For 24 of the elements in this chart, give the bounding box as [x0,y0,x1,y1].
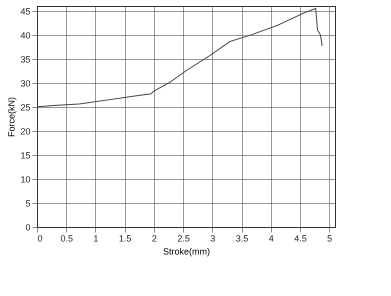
x-tick-label: 5 [327,234,332,244]
y-tick-label: 0 [25,222,30,232]
y-tick-label: 10 [20,174,30,184]
y-tick-label: 35 [20,54,30,64]
y-tick-label: 45 [20,6,30,16]
y-tick-label: 25 [20,102,30,112]
x-tick-label: 2.5 [177,234,190,244]
x-tick-label: 3.5 [236,234,248,244]
x-axis-title: Stroke(mm) [163,246,210,256]
x-tick-label: 1.5 [118,234,132,244]
x-tick-label: 0 [38,234,43,244]
y-tick-label: 15 [20,150,30,160]
x-tick-label: 4 [268,234,274,244]
x-tick-label: 3 [210,234,216,244]
y-axis-title: Force(kN) [6,97,16,137]
x-tick-label: 0.5 [60,234,73,244]
y-tick-label: 20 [20,126,30,136]
x-tick-label: 1 [93,234,98,244]
line-series [36,8,323,108]
x-tick-label: 2 [152,234,157,244]
y-tick-label: 40 [20,30,30,40]
y-tick-label: 5 [25,198,30,208]
x-tick-label: 4.5 [294,234,307,244]
y-tick-label: 30 [20,78,30,88]
